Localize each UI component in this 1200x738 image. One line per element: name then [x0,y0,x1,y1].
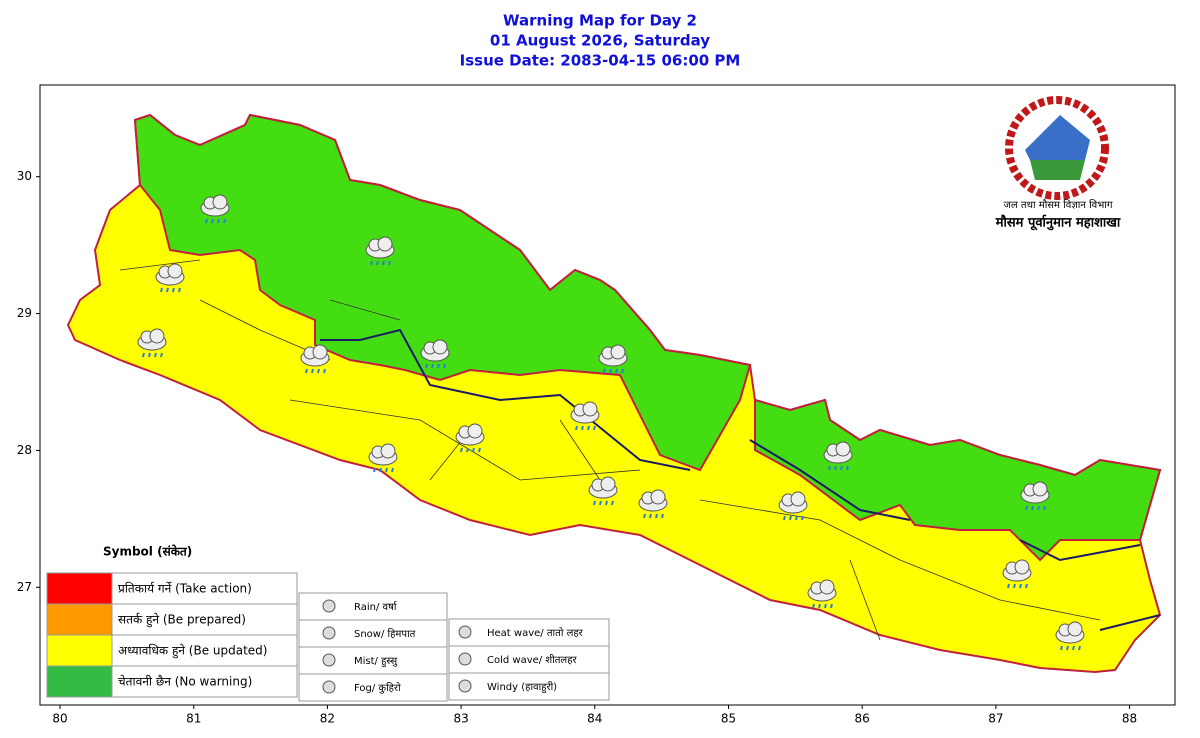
province-lines [320,328,1161,631]
y-tick-label: 29 [17,306,32,320]
x-tick-label: 81 [186,712,201,726]
title-line: Issue Date: 2083-04-15 06:00 PM [460,52,741,70]
x-tick-label: 82 [320,712,335,726]
symbol-label: Rain/ वर्षा [354,601,397,613]
axes: 80 81 82 83 84 85 86 87 88 27 28 29 30 [17,169,1137,725]
legend-swatch [46,603,113,636]
symbol-label: Windy (हावाहुरी) [487,681,557,694]
zones [66,113,1162,674]
x-tick-label: 86 [855,712,870,726]
symbol-icon [458,625,472,639]
x-tick-label: 80 [52,712,67,726]
symbol-icon [458,679,472,693]
symbol-cell [298,619,448,648]
x-tick-label: 84 [587,712,602,726]
plot-frame [39,84,1176,706]
legend-label: सतर्क हुने (Be prepared) [118,613,246,628]
legend-cell [111,634,298,667]
symbol-label: Heat wave/ तातो लहर [487,627,584,639]
symbol-label: Fog/ कुहिरो [354,682,401,694]
legend-label: चेतावनी छैन (No warning) [118,675,252,689]
title-line: 01 August 2026, Saturday [490,32,710,50]
legend: प्रतिकार्य गर्ने (Take action) सतर्क हुने… [46,572,610,702]
symbol-icon [322,626,336,640]
title-line: Warning Map for Day 2 [503,12,697,30]
legend-swatch [46,634,113,667]
y-tick-label: 27 [17,580,32,594]
x-tick-label: 87 [988,712,1003,726]
legend-title: Symbol (संकेत) [103,545,192,559]
legend-cell [111,665,298,698]
legend-cell [111,603,298,636]
x-tick-label: 85 [721,712,736,726]
zone-no-warning [133,113,752,472]
symbol-icon [322,680,336,694]
symbol-label: Cold wave/ शीतलहर [487,654,578,666]
logo-text: मौसम पूर्वानुमान महाशाखा [995,215,1121,231]
legend-swatch [46,572,113,605]
legend-cell [111,572,298,605]
symbol-cell [448,618,610,647]
logo-text: जल तथा मौसम विज्ञान विभाग [1003,199,1112,211]
symbol-label: Mist/ हुस्सु [354,656,398,668]
symbol-label: Snow/ हिमपात [354,628,416,640]
y-tick-label: 28 [17,443,32,457]
symbol-icon [322,653,336,667]
symbol-cell [448,672,610,701]
legend-label: अध्यावधिक हुने (Be updated) [118,644,267,659]
x-tick-label: 88 [1122,712,1137,726]
legend-label: प्रतिकार्य गर्ने (Take action) [118,582,252,596]
y-tick-label: 30 [17,169,32,183]
district-lines [119,259,1101,641]
symbol-icon [458,652,472,666]
x-tick-label: 83 [453,712,468,726]
legend-swatch [46,665,113,698]
symbol-icon [322,599,336,613]
symbol-cell [448,645,610,674]
logo: जल तथा मौसम विज्ञान विभाग मौसम पूर्वानुम… [995,96,1121,231]
zone-no-warning [754,398,1162,562]
